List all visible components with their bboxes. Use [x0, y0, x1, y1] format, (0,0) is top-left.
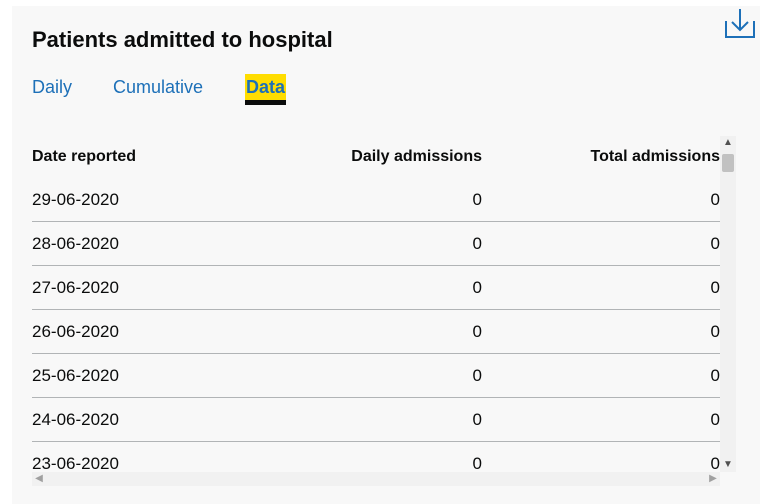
cell-date: 23-06-2020	[32, 441, 312, 472]
tab-daily[interactable]: Daily	[32, 77, 73, 97]
table-row: 25-06-2020 0 0	[32, 353, 720, 398]
scroll-right-icon[interactable]: ▶	[709, 473, 717, 484]
cell-daily: 0	[312, 397, 482, 442]
card-title: Patients admitted to hospital	[32, 27, 333, 52]
cell-total: 0	[482, 265, 720, 310]
tab-data[interactable]: Data	[245, 74, 287, 100]
column-header-date[interactable]: Date reported	[32, 148, 137, 165]
horizontal-scrollbar[interactable]: ◀ ▶	[32, 472, 720, 486]
table-row: 27-06-2020 0 0	[32, 265, 720, 310]
cell-daily: 0	[312, 309, 482, 354]
tab-data-label: Data	[246, 77, 286, 97]
column-header-daily[interactable]: Daily admissions	[351, 148, 482, 165]
cell-daily: 0	[312, 221, 482, 266]
tab-cumulative[interactable]: Cumulative	[113, 77, 204, 97]
scroll-down-icon[interactable]: ▼	[723, 459, 733, 470]
cell-date: 26-06-2020	[32, 309, 312, 354]
cell-daily: 0	[312, 178, 482, 222]
cell-daily: 0	[312, 265, 482, 310]
cell-total: 0	[482, 309, 720, 354]
table-row: 28-06-2020 0 0	[32, 221, 720, 266]
table-header-row: Date reported Daily admissions Total adm…	[32, 136, 720, 178]
column-header-total[interactable]: Total admissions	[590, 148, 720, 165]
cell-total: 0	[482, 353, 720, 398]
cell-daily: 0	[312, 441, 482, 472]
cell-date: 24-06-2020	[32, 397, 312, 442]
scroll-left-icon[interactable]: ◀	[35, 473, 43, 484]
cell-total: 0	[482, 441, 720, 472]
table-row: 26-06-2020 0 0	[32, 309, 720, 354]
table-row: 23-06-2020 0 0	[32, 441, 720, 472]
download-icon[interactable]	[723, 6, 757, 40]
vertical-scrollbar-thumb[interactable]	[722, 154, 734, 172]
scroll-up-icon[interactable]: ▲	[723, 137, 733, 148]
table-row: 29-06-2020 0 0	[32, 178, 720, 222]
cell-date: 25-06-2020	[32, 353, 312, 398]
vertical-scrollbar[interactable]: ▲ ▼	[720, 136, 736, 472]
data-table: Date reported Daily admissions Total adm…	[32, 136, 720, 472]
cell-date: 29-06-2020	[32, 178, 312, 222]
data-table-scroll-area[interactable]: Date reported Daily admissions Total adm…	[32, 136, 738, 472]
cell-date: 27-06-2020	[32, 265, 312, 310]
cell-total: 0	[482, 178, 720, 222]
cell-total: 0	[482, 221, 720, 266]
cell-daily: 0	[312, 353, 482, 398]
chart-card: Patients admitted to hospital Daily Cumu…	[12, 6, 760, 504]
cell-total: 0	[482, 397, 720, 442]
cell-date: 28-06-2020	[32, 221, 312, 266]
table-row: 24-06-2020 0 0	[32, 397, 720, 442]
